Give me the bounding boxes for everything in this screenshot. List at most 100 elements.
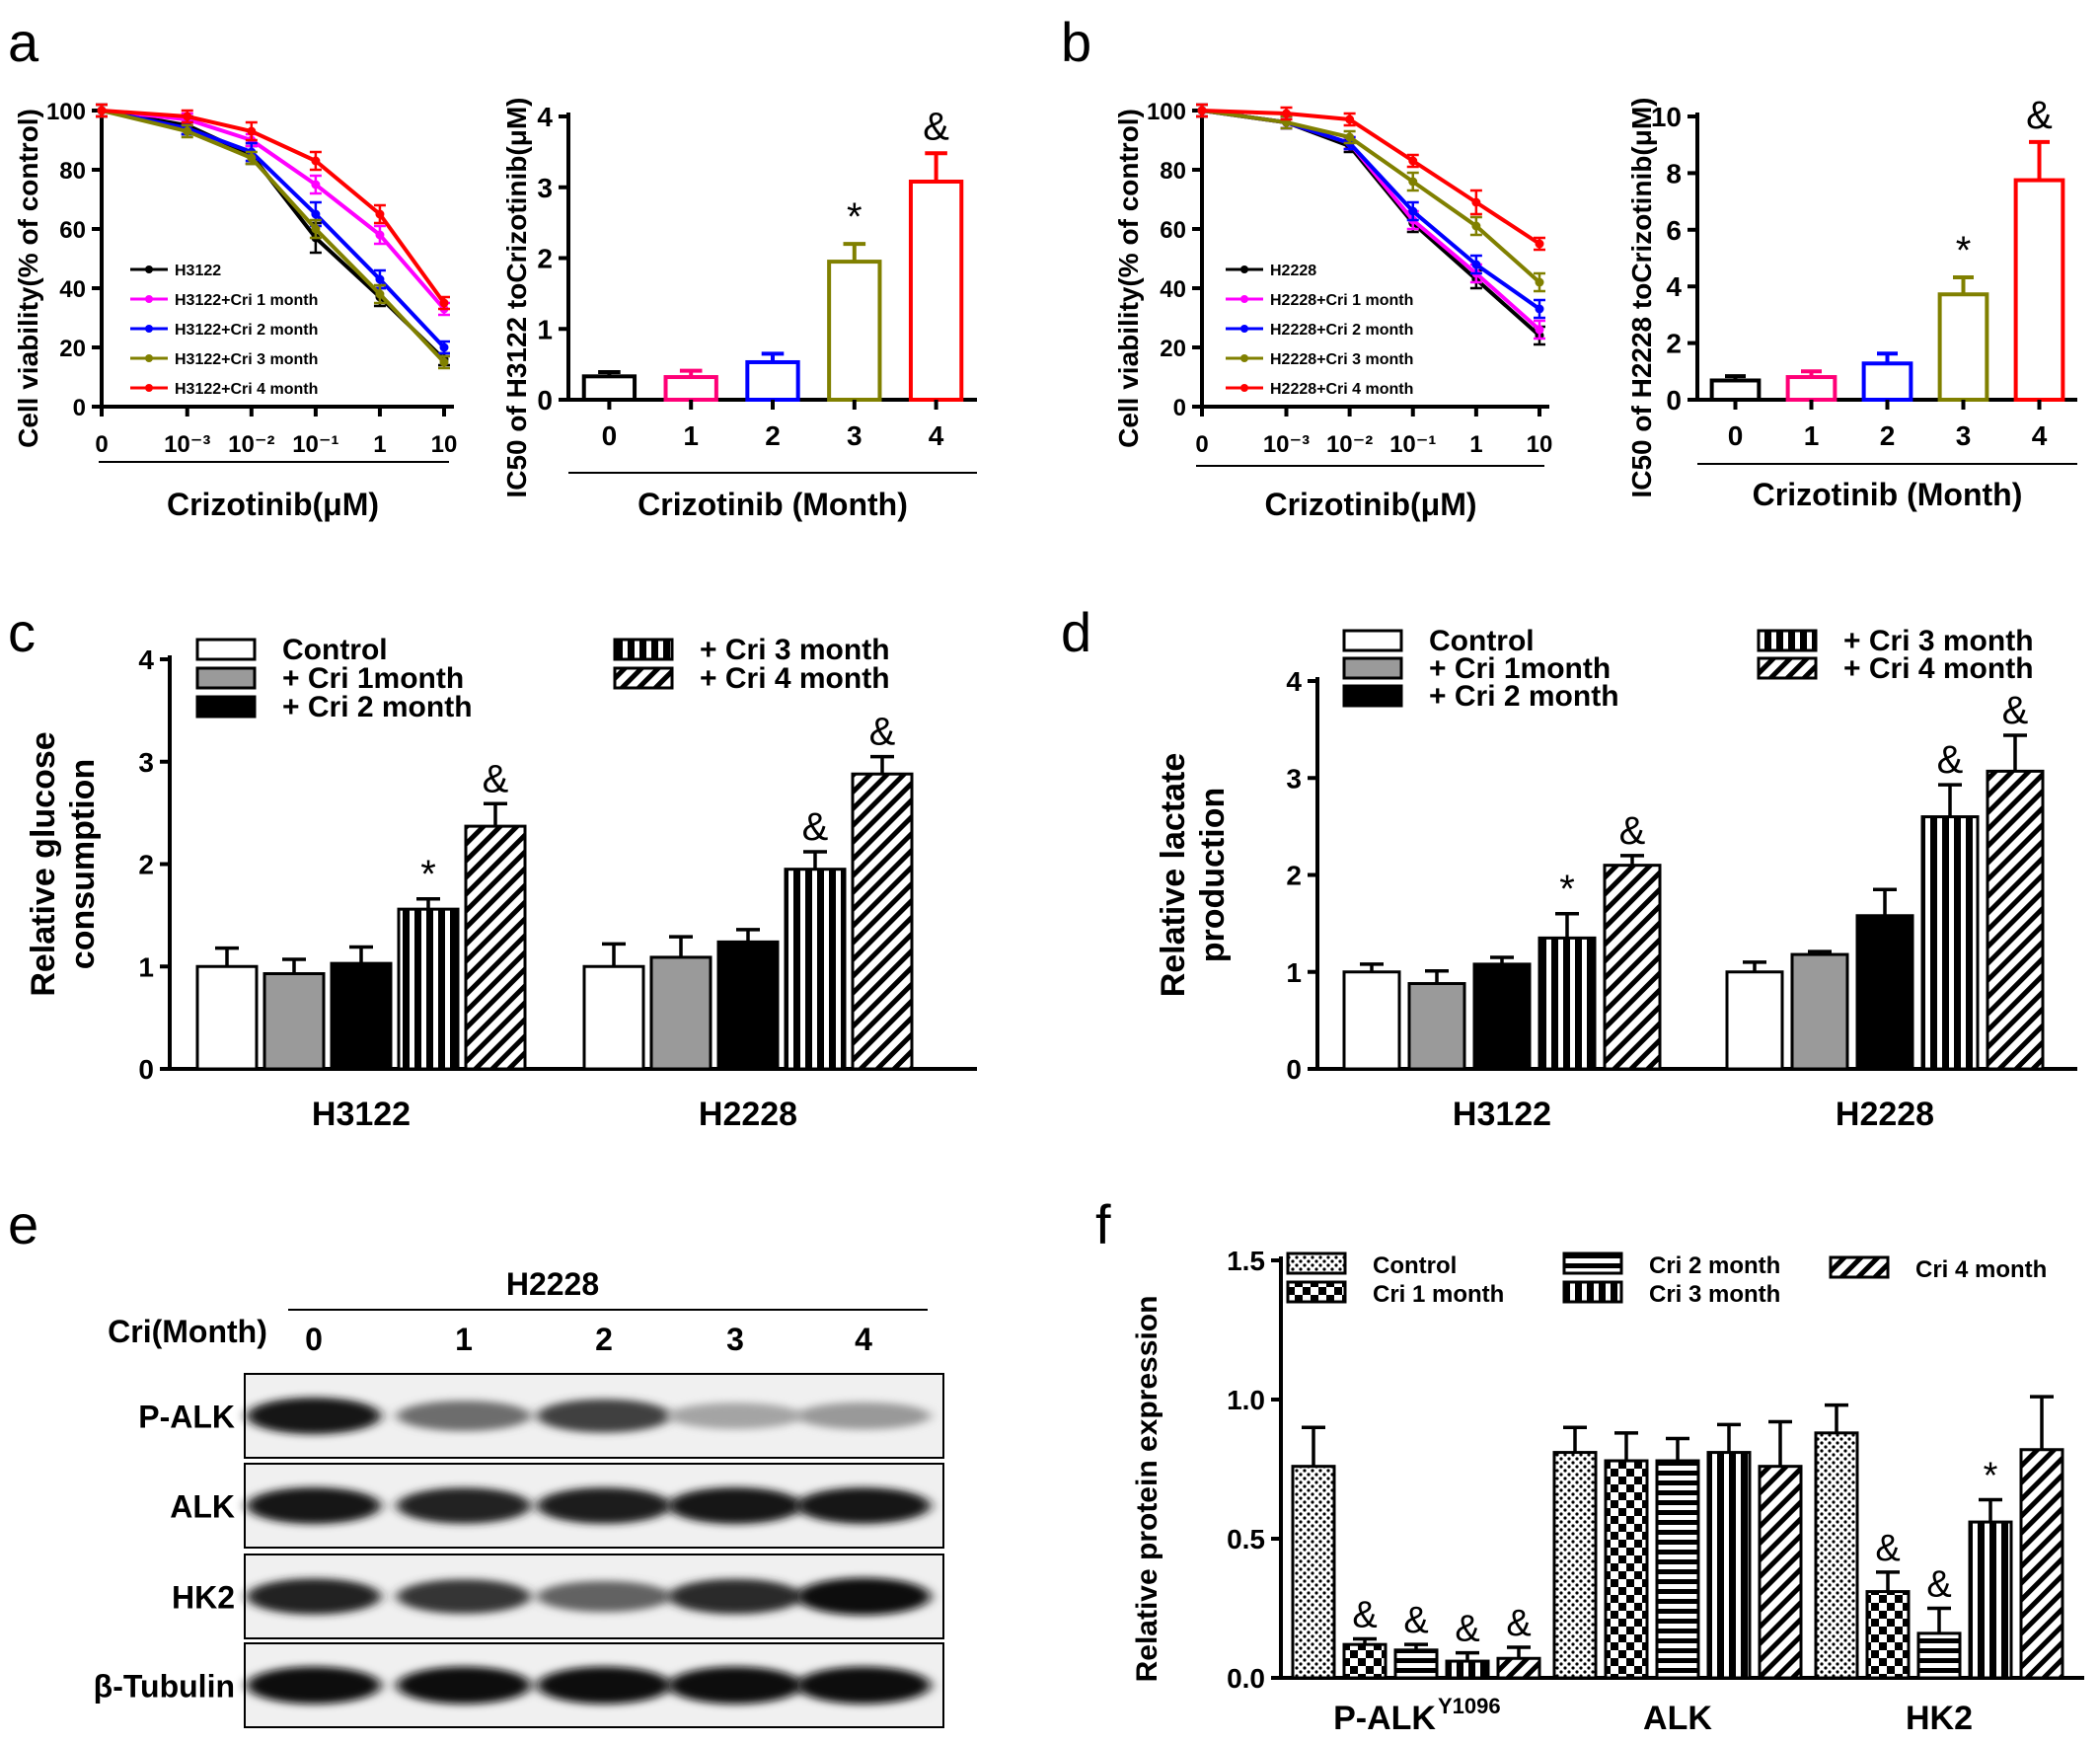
y-tick-label: 80 [59, 158, 86, 185]
bar [1445, 1659, 1490, 1680]
blot-band [668, 1666, 802, 1705]
legend-label: Cri 1 month [1373, 1281, 1504, 1308]
bar [1986, 769, 2045, 1071]
significance-mark: & [483, 757, 509, 800]
legend-marker [1240, 384, 1248, 392]
chart-f: 0.00.51.01.5& & & &P-ALK Y1096 ALK&&*HK2Relat… [1131, 1246, 2084, 1737]
x-tick-label: 10⁻³ [1263, 431, 1310, 458]
bar [1552, 1451, 1598, 1680]
data-point [439, 342, 449, 352]
blot-row-label: ALK [170, 1489, 235, 1525]
x-tick-label: 4 [2032, 420, 2048, 451]
y-tick-label: 100 [1147, 99, 1186, 125]
y-tick-label: 0 [537, 385, 553, 416]
y-tick-label: 40 [59, 276, 86, 303]
blot-row-label: β-Tubulin [94, 1669, 235, 1705]
legend-label: H3122+Cri 3 month [175, 351, 318, 368]
blot-band [537, 1487, 671, 1524]
y-tick-label: 40 [1160, 276, 1186, 303]
y-tick-label: 10 [1651, 102, 1682, 132]
legend-swatch [195, 666, 257, 690]
y-tick-label: 4 [138, 645, 154, 675]
y-axis-label: production [1194, 788, 1232, 963]
y-tick-label: 0 [138, 1054, 154, 1085]
series-3: H2228+Cri 3 month [1196, 103, 1545, 368]
category-label: H3122 [312, 1096, 411, 1133]
y-tick-label: 8 [1666, 158, 1682, 189]
legend-label: H2228 [1270, 263, 1316, 279]
x-tick-label: 3 [1956, 420, 1972, 451]
significance-mark: & [1875, 1528, 1900, 1569]
significance-mark: & [1506, 1603, 1531, 1644]
legend-label: + Cri 1month [282, 662, 464, 695]
blot-row-label: P-ALK [138, 1400, 235, 1435]
bar [1968, 1520, 2013, 1680]
data-point [439, 357, 449, 367]
series-4: H3122+Cri 4 month [96, 103, 450, 398]
significance-mark: & [1455, 1609, 1479, 1650]
legend-swatch [1342, 656, 1403, 680]
y-tick-label: 60 [1160, 217, 1186, 244]
legend-label: + Cri 3 month [700, 634, 890, 666]
legend-label: H2228+Cri 4 month [1270, 381, 1413, 398]
y-axis-label: consumption [64, 759, 102, 969]
series-1: H2228+Cri 1 month [1196, 103, 1545, 341]
category-superscript: Y1096 [1438, 1694, 1501, 1718]
significance-mark: & [802, 805, 829, 849]
significance-mark: & [1352, 1595, 1377, 1636]
bar [1407, 982, 1466, 1071]
data-point [311, 180, 321, 190]
legend-label: + Cri 4 month [1843, 652, 2034, 685]
blot-band [537, 1666, 671, 1705]
legend-label: Cri 3 month [1649, 1281, 1780, 1308]
data-point [1345, 114, 1355, 124]
blot-band [796, 1577, 931, 1616]
significance-mark: & [923, 105, 949, 148]
data-point [439, 298, 449, 308]
data-point [375, 289, 385, 299]
significance-mark: & [2002, 689, 2029, 732]
x-axis-label: Crizotinib(μM) [1264, 487, 1476, 522]
y-tick-label: 1 [1286, 957, 1302, 988]
y-axis-label: Cell viability(% of control) [13, 109, 43, 448]
bar [1855, 914, 1914, 1071]
bar [745, 359, 800, 403]
category-label: H3122 [1453, 1096, 1551, 1133]
bar [464, 824, 527, 1071]
x-tick-label: 2 [1880, 420, 1896, 451]
y-tick-label: 3 [1286, 763, 1302, 794]
y-tick-label: 1 [138, 951, 154, 982]
x-tick-label: 0 [95, 431, 108, 458]
y-tick-label: 0.5 [1227, 1524, 1265, 1554]
bar [1790, 952, 1849, 1071]
legend-swatch [1342, 629, 1403, 652]
data-point [1535, 277, 1544, 287]
blot-band [796, 1487, 931, 1524]
x-axis-label: Crizotinib (Month) [1753, 477, 2023, 512]
x-tick-label: 0 [602, 420, 618, 451]
legend-swatch [1562, 1251, 1623, 1275]
x-tick-label: 1 [1804, 420, 1820, 451]
legend-label: Control [1429, 625, 1535, 657]
data-point [1535, 325, 1544, 335]
legend-swatch [195, 695, 257, 719]
legend-label: Cri 4 month [1915, 1256, 2047, 1283]
bar [1291, 1465, 1336, 1680]
significance-mark: * [1956, 229, 1972, 272]
x-tick-label: 10⁻² [1326, 431, 1373, 458]
y-axis-label: IC50 of H2228 toCrizotinib(μM) [1626, 97, 1657, 497]
panel-letter-c: c [8, 601, 36, 663]
bar [1604, 1459, 1649, 1680]
x-tick-label: 10⁻³ [164, 431, 210, 458]
legend-marker [145, 265, 153, 273]
panel-letter-f: f [1095, 1193, 1111, 1255]
legend-swatch [1757, 629, 1818, 652]
x-tick-label: 10⁻¹ [292, 431, 338, 458]
blot-lane-label: 4 [855, 1322, 872, 1357]
data-point [311, 156, 321, 166]
y-tick-label: 2 [537, 244, 553, 274]
bar [1861, 361, 1913, 403]
legend-swatch [1286, 1280, 1347, 1304]
x-tick-label: 0 [1195, 431, 1208, 458]
